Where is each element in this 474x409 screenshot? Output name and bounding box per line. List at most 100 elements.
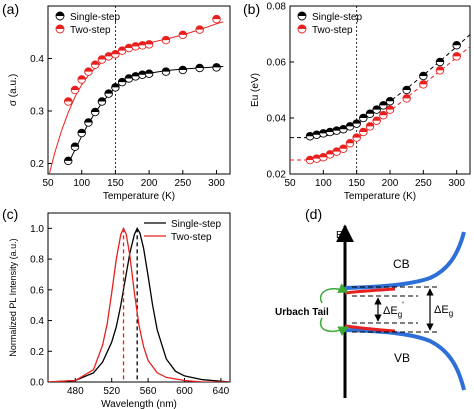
data-point-fill-b bbox=[306, 132, 314, 137]
data-point-fill-b bbox=[326, 128, 334, 132]
plot-area-b bbox=[290, 6, 470, 174]
data-point-fill-a bbox=[131, 72, 140, 77]
x-axis-label-c: Wavelength (nm) bbox=[101, 399, 177, 409]
chart-panel-b: 50 100 150 200 250 300 0.02 0.04 0.06 0.08 Tempera… bbox=[250, 2, 471, 202]
data-point-fill-b bbox=[352, 119, 361, 124]
data-point-fill-b bbox=[372, 117, 381, 121]
plot-area-c bbox=[48, 226, 230, 382]
legend-marker-fill-a bbox=[56, 12, 64, 16]
y-tick-label-b: 0.08 bbox=[267, 2, 287, 13]
x-tick-label-a: 50 bbox=[42, 178, 54, 189]
valence-band-curve bbox=[344, 328, 466, 391]
data-point-fill-a bbox=[125, 74, 133, 79]
data-point-fill-a bbox=[71, 86, 79, 90]
data-point-fill-b bbox=[379, 101, 388, 106]
data-point-fill-b bbox=[419, 72, 428, 76]
y-tick-label-c: 0.2 bbox=[30, 347, 44, 358]
vb-label: VB bbox=[394, 351, 410, 365]
x-tick-label-a: 200 bbox=[141, 178, 158, 189]
band-diagram: E CB VB ΔEg' ΔEg Urbach Tail bbox=[275, 224, 466, 398]
y-axis-label-b: Eu (eV) bbox=[250, 73, 261, 107]
legend-label-a: Two-step bbox=[70, 25, 111, 36]
data-point-fill-b bbox=[346, 139, 354, 144]
y-axis-label-a: σ (a.u.) bbox=[8, 74, 19, 106]
data-point-fill-a bbox=[195, 64, 204, 68]
y-tick-label-a: 0.4 bbox=[30, 54, 44, 65]
data-point-fill-a bbox=[125, 44, 133, 48]
data-point-fill-b bbox=[312, 131, 321, 135]
data-point-fill-a bbox=[84, 118, 93, 123]
data-point-fill-a bbox=[212, 15, 221, 20]
x-tick-label-b: 150 bbox=[348, 178, 365, 189]
data-point-fill-b bbox=[339, 145, 348, 149]
data-point-fill-a bbox=[77, 75, 86, 80]
y-tick-label-c: 0.8 bbox=[30, 255, 44, 266]
data-point-fill-b bbox=[346, 122, 354, 127]
series-line-c bbox=[48, 226, 230, 382]
panel-letter-a: (a) bbox=[2, 1, 19, 17]
data-point-fill-b bbox=[419, 80, 428, 85]
y-axis-label-c: Normalized PL Intensity (a.u.) bbox=[8, 238, 18, 356]
y-tick-label-b: 0.06 bbox=[267, 58, 287, 69]
data-point-fill-a bbox=[179, 66, 187, 71]
x-tick-label-c: 640 bbox=[213, 386, 230, 397]
x-tick-label-a: 100 bbox=[73, 178, 90, 189]
valence-band-tail bbox=[344, 324, 396, 333]
x-tick-label-b: 100 bbox=[315, 178, 332, 189]
data-point-fill-b bbox=[366, 110, 374, 114]
plot-frame-a bbox=[47, 5, 231, 175]
x-tick-label-b: 200 bbox=[382, 178, 399, 189]
data-point-fill-a bbox=[77, 129, 86, 134]
data-point-fill-b bbox=[312, 154, 321, 159]
x-tick-label-b: 250 bbox=[415, 178, 432, 189]
data-point-fill-a bbox=[162, 67, 170, 72]
data-point-fill-a bbox=[104, 52, 113, 57]
data-point-fill-a bbox=[162, 36, 170, 41]
y-tick-label-c: 0.0 bbox=[30, 378, 44, 389]
y-tick-label-a: 0.3 bbox=[30, 107, 44, 118]
plot-frame-c bbox=[47, 212, 231, 383]
x-tick-label-a: 300 bbox=[208, 178, 225, 189]
data-point-fill-a bbox=[138, 41, 147, 46]
data-point-fill-b bbox=[436, 58, 444, 62]
data-point-fill-b bbox=[402, 94, 411, 99]
data-point-fill-a bbox=[145, 40, 153, 45]
data-point-fill-b bbox=[372, 105, 381, 110]
plot-area-a bbox=[48, 6, 224, 174]
data-point-fill-b bbox=[359, 128, 368, 132]
data-point-fill-b bbox=[332, 147, 341, 152]
urbach-tail-label: Urbach Tail bbox=[275, 307, 329, 318]
data-point-fill-a bbox=[98, 97, 106, 102]
legend-label-b: Single-step bbox=[312, 12, 362, 23]
data-point-fill-a bbox=[111, 83, 120, 88]
data-point-fill-b bbox=[452, 52, 461, 57]
x-tick-label-c: 520 bbox=[103, 386, 120, 397]
legend-marker-fill-b bbox=[298, 25, 306, 29]
data-point-fill-b bbox=[386, 105, 394, 110]
data-point-fill-b bbox=[436, 66, 444, 71]
data-point-fill-a bbox=[145, 69, 153, 74]
data-point-fill-b bbox=[326, 150, 334, 155]
data-point-fill-b bbox=[319, 153, 328, 158]
urbach-arrow-down bbox=[319, 317, 349, 336]
legend-label-a: Single-step bbox=[70, 12, 120, 23]
y-tick-label-c: 0.6 bbox=[30, 285, 44, 296]
y-tick-label-a: 0.2 bbox=[30, 159, 44, 170]
data-point-fill-a bbox=[131, 42, 140, 47]
data-point-fill-b bbox=[339, 125, 348, 130]
data-point-fill-a bbox=[91, 108, 99, 113]
data-point-fill-a bbox=[195, 25, 204, 30]
fit-line-a bbox=[67, 65, 224, 164]
legend-marker-fill-b bbox=[298, 12, 306, 16]
data-point-fill-b bbox=[359, 114, 368, 118]
panel-letter-d: (d) bbox=[305, 206, 322, 222]
data-point-fill-a bbox=[212, 63, 221, 68]
legend-label-c: Single-step bbox=[171, 219, 221, 230]
urbach-arrow-up bbox=[319, 283, 349, 304]
delta-eg-label: ΔEg bbox=[434, 304, 453, 318]
data-point-fill-a bbox=[104, 89, 113, 94]
plot-frame-b bbox=[289, 5, 471, 175]
x-axis-label-b: Temperature (K) bbox=[344, 191, 416, 202]
delta-eg-prime-label: ΔEg' bbox=[383, 300, 404, 319]
y-tick-label-b: 0.02 bbox=[267, 170, 287, 181]
